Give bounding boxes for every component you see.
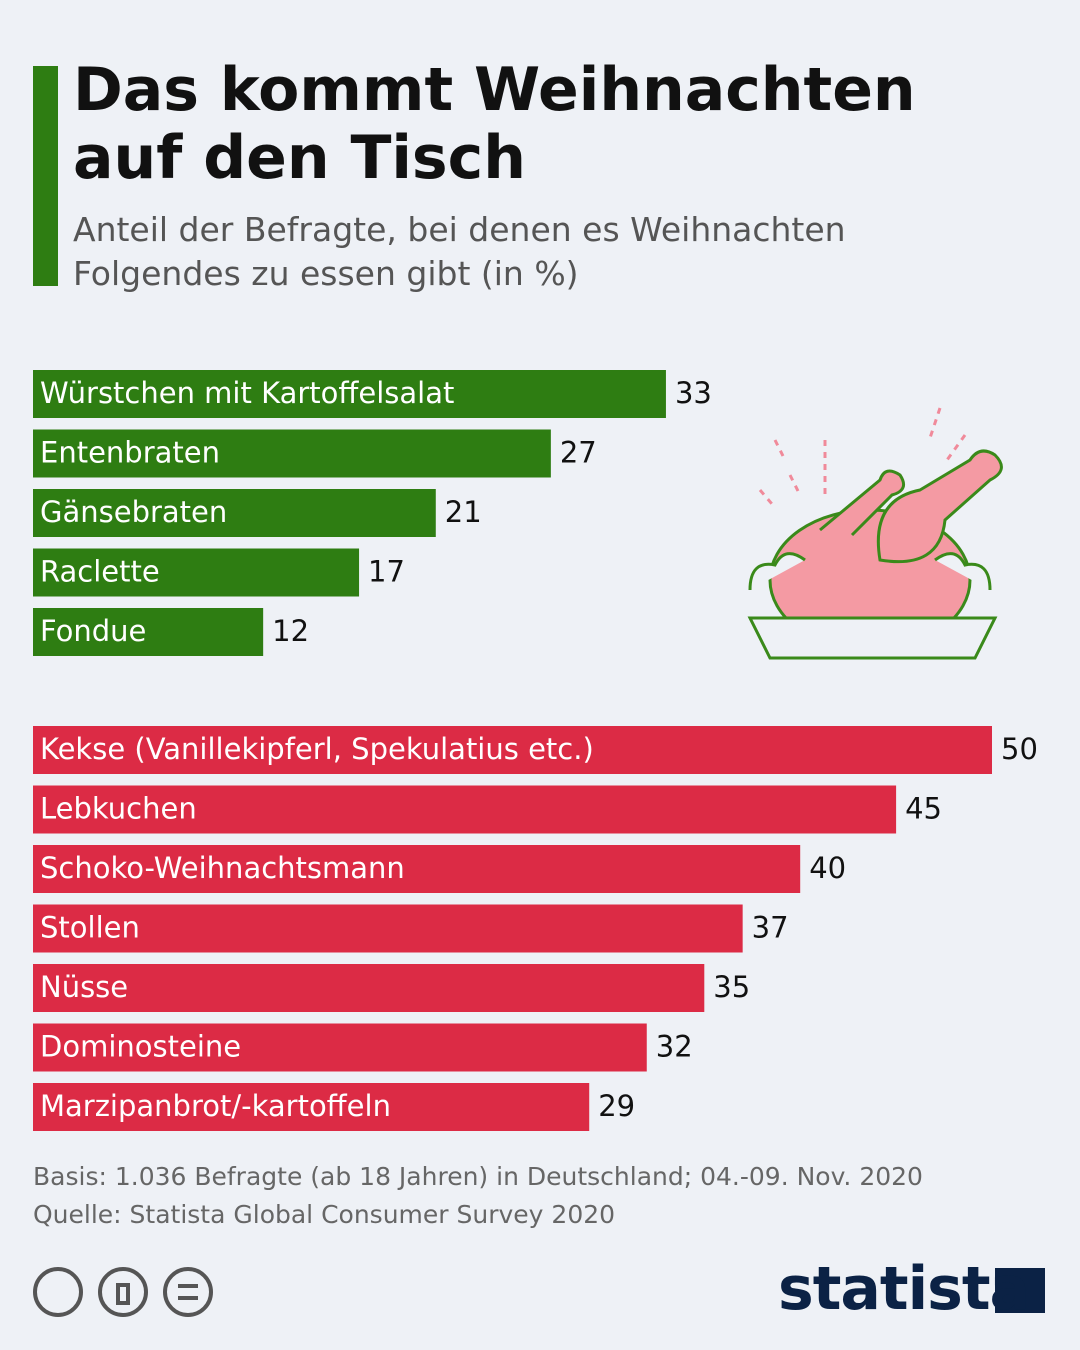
category-label: Lebkuchen bbox=[40, 792, 197, 826]
value-label: 33 bbox=[675, 376, 712, 410]
bar bbox=[33, 1083, 590, 1131]
category-label: Kekse (Vanillekipferl, Spekulatius etc.) bbox=[40, 732, 594, 766]
category-label: Fondue bbox=[40, 614, 146, 648]
value-label: 37 bbox=[752, 911, 789, 945]
bar bbox=[33, 608, 264, 656]
notes: Basis: 1.036 Befragte (ab 18 Jahren) in … bbox=[33, 1158, 923, 1234]
value-label: 17 bbox=[368, 555, 405, 589]
bar bbox=[33, 964, 705, 1012]
category-label: Dominosteine bbox=[40, 1030, 241, 1064]
value-label: 21 bbox=[445, 495, 482, 529]
bar bbox=[33, 845, 801, 893]
note: Basis: 1.036 Befragte (ab 18 Jahren) in … bbox=[33, 1162, 923, 1191]
bar bbox=[33, 726, 992, 774]
category-label: Entenbraten bbox=[40, 436, 220, 470]
category-label: Raclette bbox=[40, 555, 160, 589]
category-label: Nüsse bbox=[40, 970, 128, 1004]
bar bbox=[33, 1023, 647, 1072]
bar bbox=[33, 548, 360, 597]
value-label: 29 bbox=[598, 1089, 635, 1123]
value-label: 40 bbox=[809, 851, 846, 885]
brand: statista bbox=[778, 1254, 1030, 1324]
bar bbox=[33, 370, 666, 418]
category-label: Stollen bbox=[40, 911, 140, 945]
value-label: 12 bbox=[272, 614, 309, 648]
value-label: 35 bbox=[713, 970, 750, 1004]
category-label: Schoko-Weihnachtsmann bbox=[40, 851, 405, 885]
accent bbox=[33, 66, 58, 286]
bar bbox=[33, 429, 551, 478]
illustration bbox=[747, 407, 1003, 660]
bar bbox=[33, 785, 897, 834]
bar bbox=[33, 904, 743, 953]
license-icons bbox=[33, 1267, 1045, 1317]
category-label: Gänsebraten bbox=[40, 495, 227, 529]
value-label: 50 bbox=[1001, 732, 1038, 766]
category-label: Marzipanbrot/-kartoffeln bbox=[40, 1089, 391, 1123]
category-label: Würstchen mit Kartoffelsalat bbox=[40, 376, 454, 410]
value-label: 45 bbox=[905, 792, 942, 826]
bar bbox=[33, 489, 436, 537]
subtitle: Anteil der Befragte, bei denen es Weihna… bbox=[73, 210, 846, 293]
value-label: 27 bbox=[560, 436, 597, 470]
note: Quelle: Statista Global Consumer Survey … bbox=[33, 1200, 616, 1229]
value-label: 32 bbox=[656, 1030, 693, 1064]
title: Das kommt Weihnachten auf den Tisch bbox=[73, 55, 916, 193]
